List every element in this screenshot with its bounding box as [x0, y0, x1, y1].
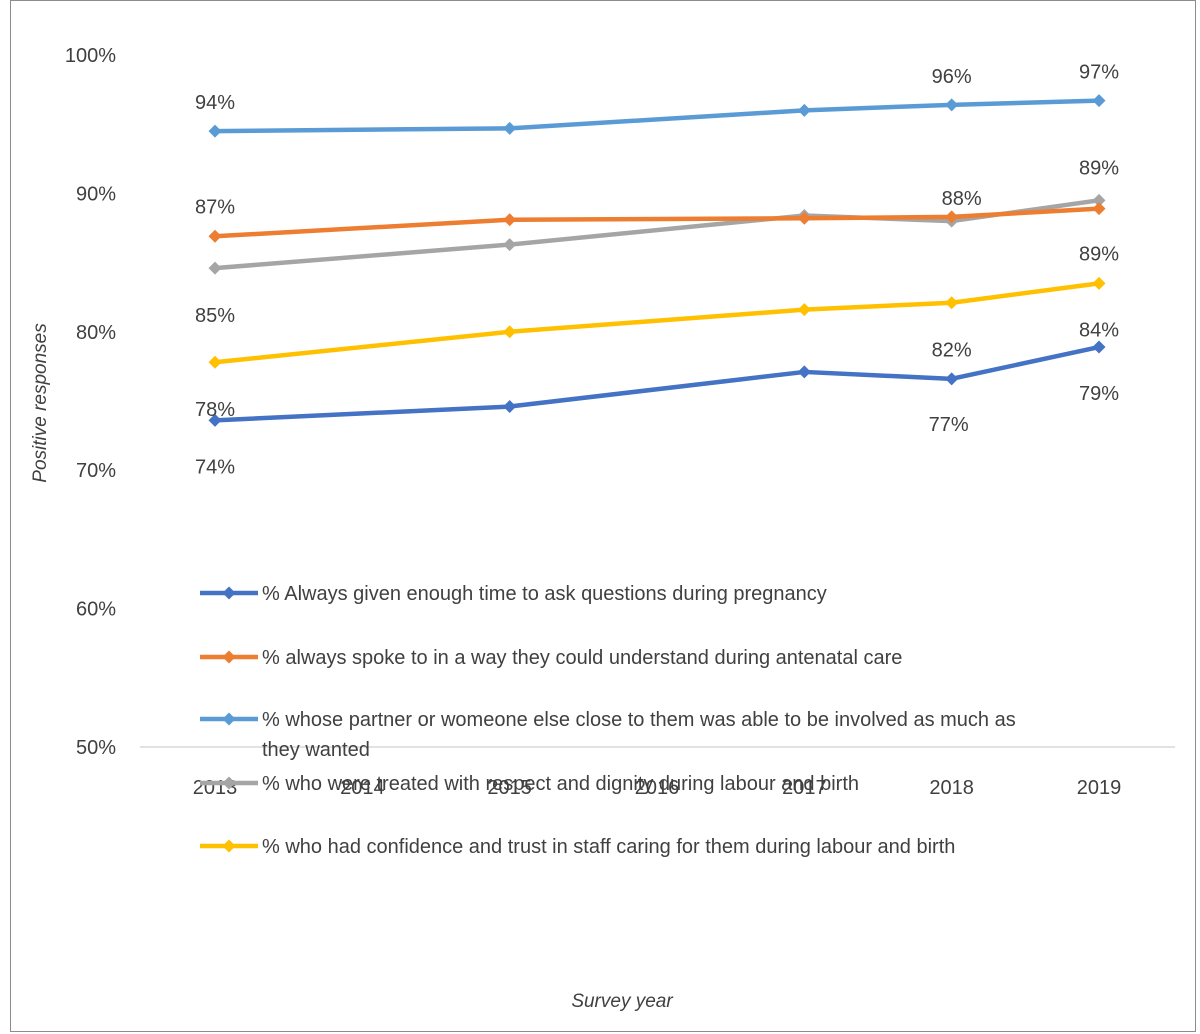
data-label: 84%: [1079, 319, 1119, 341]
legend-item: % always spoke to in a way they could un…: [200, 647, 902, 669]
legend-label: % Always given enough time to ask questi…: [262, 583, 827, 605]
x-tick-label: 2016: [635, 777, 680, 799]
y-axis-ticks: 50% 60% 70% 80% 90% 100%: [65, 45, 116, 759]
data-label: 94%: [195, 92, 235, 114]
series-layer: [208, 94, 1106, 427]
data-point: [1092, 202, 1106, 216]
x-tick-label: 2015: [487, 777, 532, 799]
series-2: [208, 202, 1106, 243]
legend-marker: [222, 776, 236, 790]
y-tick-label: 70%: [76, 460, 116, 482]
data-point: [208, 413, 222, 427]
series-1: [208, 340, 1106, 427]
x-axis-title: Survey year: [571, 991, 673, 1012]
series-line: [212, 98, 1102, 134]
data-label: 82%: [932, 340, 972, 362]
legend-label: % whose partner or womeone else close to…: [262, 709, 1016, 761]
data-point: [1092, 276, 1106, 290]
data-point: [797, 365, 811, 379]
data-point: [503, 213, 517, 227]
data-label: 87%: [195, 196, 235, 218]
data-point: [797, 211, 811, 225]
y-tick-label: 60%: [76, 599, 116, 621]
data-label: 97%: [1079, 62, 1119, 84]
y-tick-label: 50%: [76, 737, 116, 759]
legend-marker: [222, 712, 236, 726]
legend-marker: [222, 839, 236, 853]
data-point: [503, 400, 517, 414]
data-point: [503, 325, 517, 339]
data-point: [208, 229, 222, 243]
data-label: 85%: [195, 305, 235, 327]
data-label: 89%: [1079, 157, 1119, 179]
data-label: 89%: [1079, 244, 1119, 266]
legend-marker: [222, 650, 236, 664]
data-point: [208, 355, 222, 369]
data-point: [1092, 94, 1106, 108]
y-axis-title: Positive responses: [30, 323, 51, 483]
legend-item: % whose partner or womeone else close to…: [200, 709, 1016, 761]
x-tick-label: 2018: [929, 777, 974, 799]
data-label: 78%: [195, 399, 235, 421]
data-label: 96%: [932, 66, 972, 88]
data-point: [945, 372, 959, 386]
data-point: [503, 121, 517, 135]
legend-label: % always spoke to in a way they could un…: [262, 647, 902, 669]
series-line: [212, 198, 1102, 271]
data-point: [208, 261, 222, 275]
x-tick-label: 2014: [340, 777, 385, 799]
x-tick-label: 2017: [782, 777, 827, 799]
data-point: [945, 296, 959, 310]
data-point: [503, 238, 517, 252]
data-labels: 74% 77% 79% 87% 89% 94% 96% 97% 85% 88% 89% 78% 82% 8…: [195, 62, 1119, 479]
legend-item: % Always given enough time to ask questi…: [200, 583, 827, 605]
series-3: [208, 94, 1106, 138]
data-point: [1092, 193, 1106, 207]
data-label: 79%: [1079, 383, 1119, 405]
data-point: [208, 124, 222, 138]
legend-item: % who had confidence and trust in staff …: [200, 836, 955, 858]
data-point: [945, 210, 959, 224]
data-label: 74%: [195, 456, 235, 478]
legend-marker: [222, 586, 236, 600]
data-label: 88%: [942, 188, 982, 210]
data-point: [797, 303, 811, 317]
legend-label: % who were treated with respect and dign…: [262, 773, 859, 795]
data-label: 77%: [929, 414, 969, 436]
data-point: [797, 103, 811, 117]
series-5: [208, 276, 1106, 369]
data-point: [1092, 340, 1106, 354]
y-tick-label: 90%: [76, 183, 116, 205]
data-point: [945, 98, 959, 112]
legend-label: % who had confidence and trust in staff …: [262, 836, 955, 858]
x-tick-label: 2019: [1077, 777, 1122, 799]
legend-item: % who were treated with respect and dign…: [200, 773, 859, 795]
legend: % Always given enough time to ask questi…: [200, 583, 1016, 858]
chart-frame: [10, 0, 1196, 1032]
y-tick-label: 100%: [65, 45, 116, 67]
y-tick-label: 80%: [76, 322, 116, 344]
